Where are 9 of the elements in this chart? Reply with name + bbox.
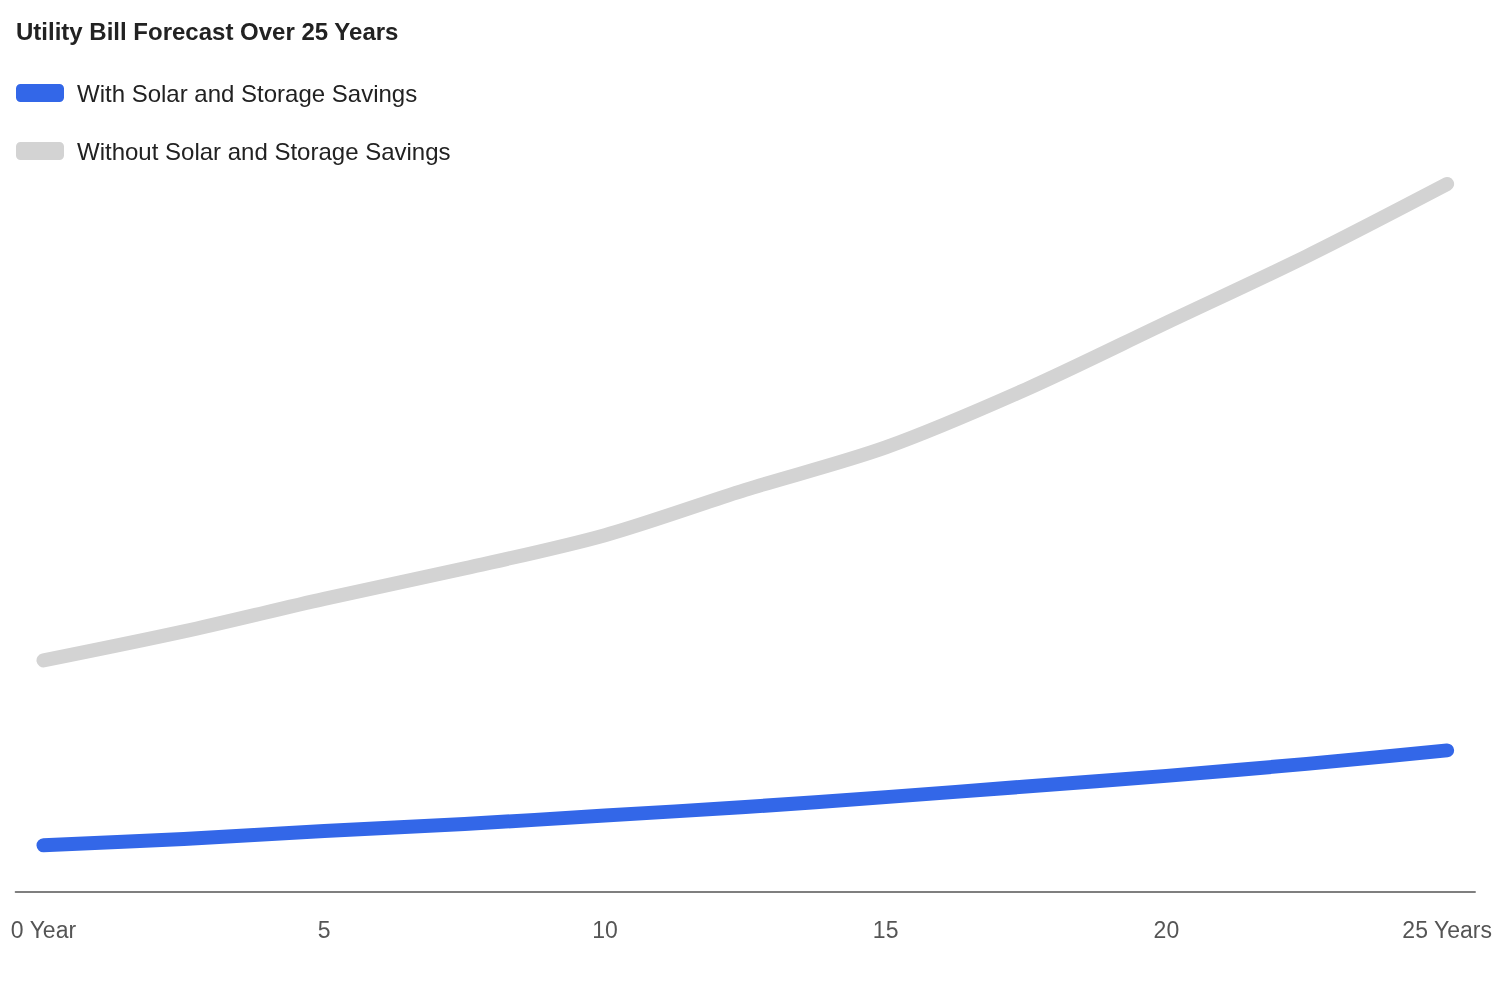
chart-title: Utility Bill Forecast Over 25 Years: [16, 17, 399, 45]
legend-label: With Solar and Storage Savings: [77, 79, 418, 107]
x-tick-label: 0 Year: [10, 916, 77, 943]
x-tick-label: 25 Years: [1402, 916, 1492, 943]
legend-label: Without Solar and Storage Savings: [77, 137, 451, 165]
x-tick-label: 5: [317, 916, 331, 943]
x-tick-label: 20: [1153, 916, 1180, 943]
x-tick-label: 10: [592, 916, 618, 943]
x-tick-label: 15: [872, 916, 899, 943]
